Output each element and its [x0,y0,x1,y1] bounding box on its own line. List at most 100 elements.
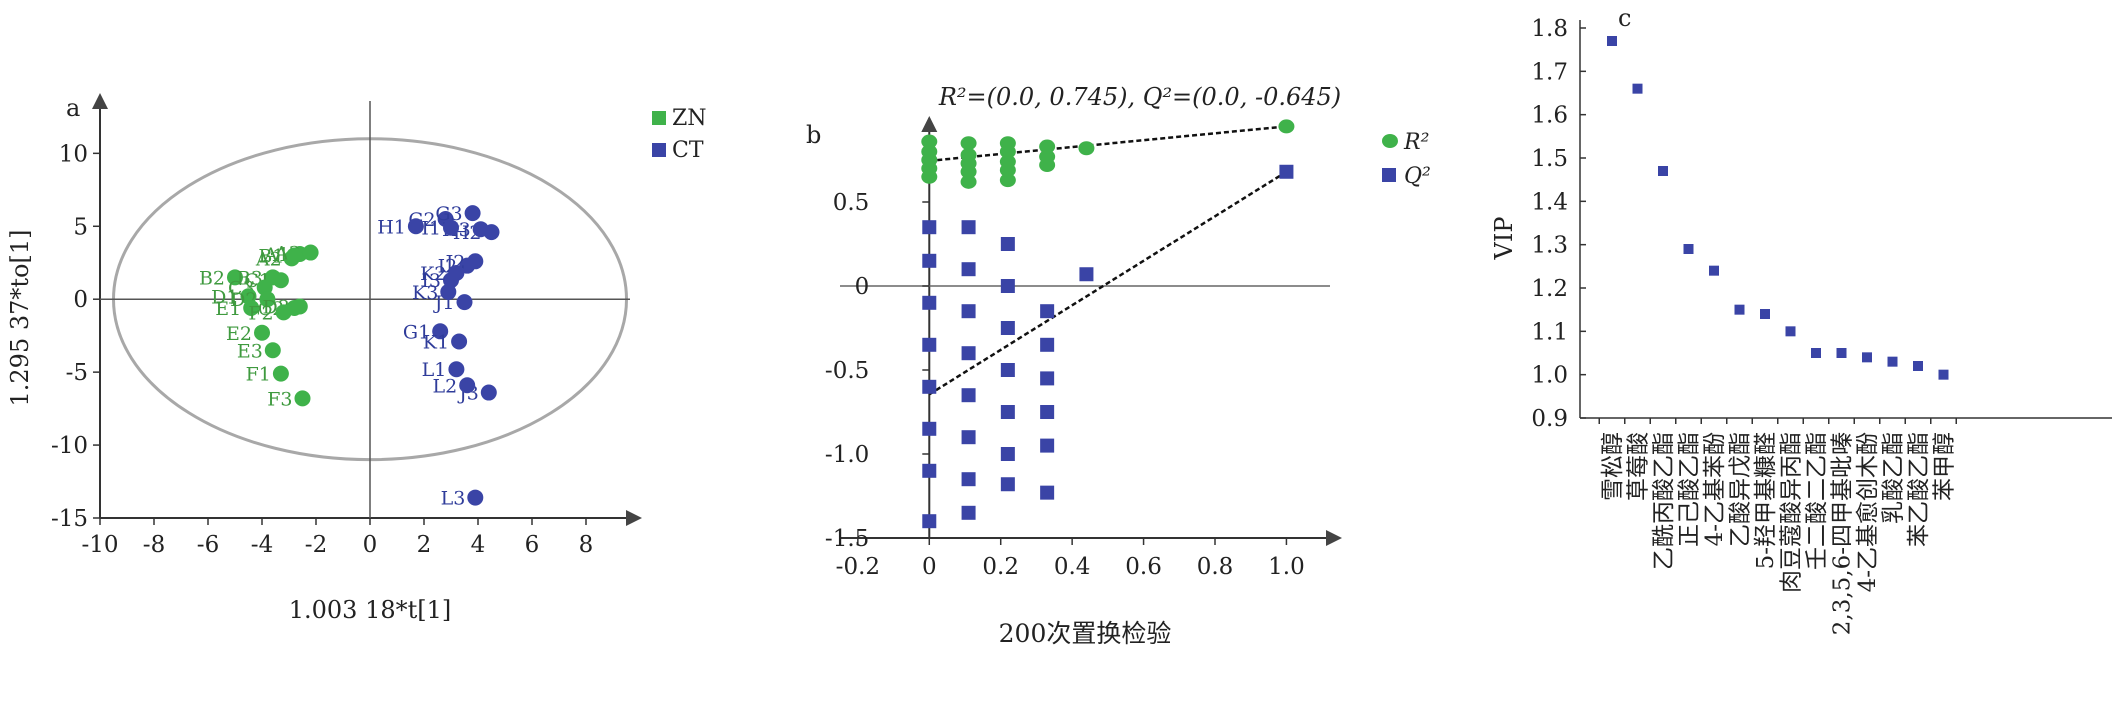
panel-c-vip-point [1709,265,1719,276]
panel-b-y-tick-label: -1.0 [825,442,869,468]
panel-b-q2-point [922,220,937,235]
panel-b-x-tick-label: 0.6 [1125,554,1162,580]
panel-c-vip-point [1734,304,1745,315]
legend-swatch-zn [652,111,666,125]
panel-a-point-d2 [259,291,276,308]
panel-a-point-label: K1 [423,332,449,354]
panel-a-point-label: F1 [246,364,271,386]
panel-a-point-label: A1 [263,244,290,266]
panel-c-y-tick-label: 1.5 [1531,146,1568,172]
panel-b-x-tick-label: 0.8 [1197,554,1234,580]
panel-c-vip-point [1785,326,1796,337]
panel-a-point-label: G3 [435,203,462,225]
panel-b-xlabel: 200次置换检验 [999,619,1172,648]
panel-b-y-tick-label: -0.5 [825,358,869,384]
panel-a-x-tick-label: -8 [143,532,165,558]
panel-a-point-label: E3 [237,340,263,362]
panel-b-q2-point [922,463,937,478]
panel-a-point-label: K2 [420,263,446,285]
panel-b-r2-point [1278,119,1295,134]
panel-b-q2-point [1000,321,1015,335]
panel-b-q2-point [1000,363,1015,377]
panel-a-point-label: G1 [403,321,430,343]
panel-a-point-label: I3 [421,270,441,292]
panel-c-y-tick-label: 1.0 [1531,363,1568,389]
panel-a-x-arrow [626,510,642,526]
panel-b-q2-point [961,388,976,403]
panel-a-point-h1 [407,218,424,235]
panel-c-ylabel: VIP [1490,217,1518,261]
panel-c-label: c [1618,4,1631,32]
panel-a-y-tick-label: 5 [73,214,88,240]
panel-c-category-label: 苯甲醇 [1932,432,1958,501]
panel-b-x-tick-label: 0.4 [1054,554,1091,580]
panel-a-point-i1 [443,219,459,236]
panel-b-q2-point [1000,237,1015,251]
panel-b-r2-point [1078,141,1095,156]
panel-c-category-label: 4-乙基苯酚 [1702,432,1728,546]
panel-a-y-tick-label: -15 [51,506,88,532]
panel-a-point-label: F2 [248,302,273,324]
panel-c-vip-plot: c VIP 1.8 1.7 1.6 1.5 1.4 1.3 1.2 1.1 1.0 0.9 雪松醇… [1490,4,2112,635]
panel-c-category-label: 肉豆蔻酸异丙酯 [1779,432,1805,593]
panel-a-y-tick-label: 0 [73,287,88,313]
panel-b-legend: R² Q² [1382,130,1431,189]
panel-a-point-label: B1 [258,245,284,267]
panel-a-x-tick-label: -6 [197,532,219,558]
panel-b-regression-r2 [929,125,1287,163]
panel-b-y-tick-label: 0 [855,274,870,300]
panel-b-q2-point [1040,371,1055,386]
panel-b-x-tick-label: -0.2 [836,554,880,580]
panel-a-point-l3 [467,489,484,506]
panel-b-q2-point [1079,267,1094,282]
panel-b-q2-point [1040,337,1055,352]
panel-c-vip-point [1632,83,1643,94]
panel-a-point-a3 [302,244,319,261]
panel-b-r2-point [960,147,977,162]
panel-c-category-label: 5-羟甲基糠醛 [1753,432,1779,569]
panel-c-vip-point [1836,348,1847,358]
panel-a-y-tick-label: -5 [66,360,88,386]
panel-c-y-tick-label: 1.8 [1531,16,1568,42]
panel-c-y-tick-label: 1.6 [1531,103,1568,129]
panel-a-point-f2 [275,304,292,321]
panel-c-category-label: 4-乙基愈创木酚 [1855,432,1881,592]
panel-b-q2-point [922,379,937,394]
panel-a-x-tick-label: 4 [471,532,486,558]
legend-label-r2: R² [1403,130,1429,155]
panel-a-legend: ZN CT [652,106,707,163]
legend-label-ct: CT [672,138,704,163]
panel-b-r2-point [999,136,1016,151]
panel-a-point-label: E2 [226,323,252,345]
panel-a-label: a [66,94,80,122]
panel-b-q2-point [1040,304,1055,319]
panel-a-point-j2 [467,253,484,270]
panel-a-point-label: D1 [211,286,238,308]
panel-c-category-label: 2,3,5,6-四甲基吡嗪 [1830,432,1856,635]
panel-b-r2-point [921,134,938,149]
panel-b-x-tick-label: 0.2 [982,554,1019,580]
panel-c-y-tick-label: 1.3 [1531,233,1568,259]
panel-b-r2-point [921,144,938,159]
panel-a-point-g3 [464,205,481,222]
panel-a-point-f3 [294,390,311,407]
panel-a-point-label: B2 [199,267,225,289]
panel-c-vip-point [1811,348,1821,358]
panel-c-y-tick-label: 1.7 [1531,59,1568,85]
panel-a-y-tick-label: -10 [51,433,88,459]
panel-a-point-label: L3 [441,488,466,510]
panel-c-y-tick-label: 0.9 [1531,406,1568,432]
panel-b-q2-point [1040,438,1055,453]
panel-b-q2-point [961,262,976,277]
panel-a-point-l2 [459,377,476,394]
panel-a-point-e1 [243,299,260,316]
panel-b-q2-point [961,472,976,487]
panel-b-q2-point [922,337,937,352]
panel-c-vip-point [1658,166,1668,176]
panel-b-q2-point [1000,279,1015,293]
panel-c-vip-point [1887,356,1898,367]
panel-a-ylabel: 1.295 37*to[1] [6,230,34,407]
panel-a-y-tick-label: 10 [59,141,88,167]
panel-a-point-label: A2 [255,248,282,270]
panel-b-r2-point [999,173,1016,188]
